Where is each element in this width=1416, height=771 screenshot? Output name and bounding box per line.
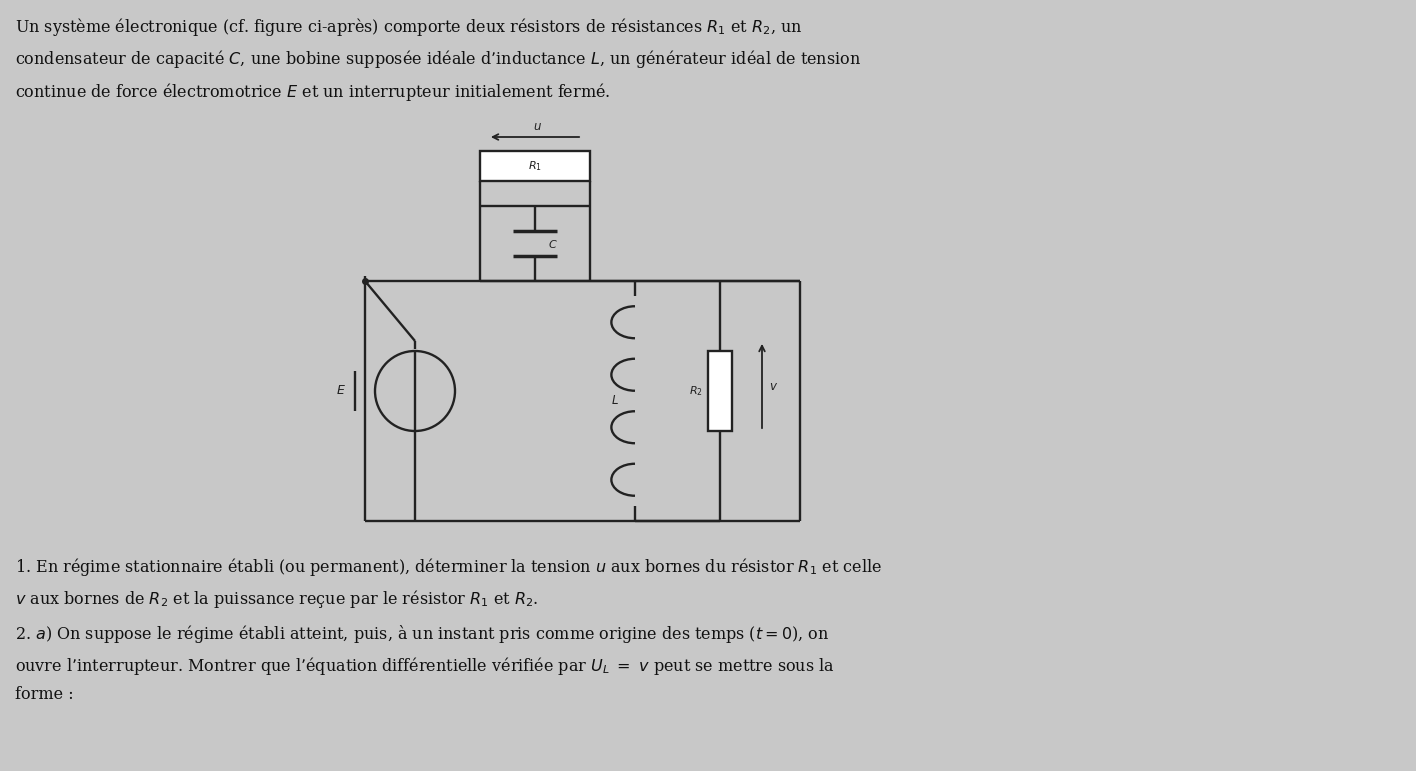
Text: $R_1$: $R_1$ — [528, 159, 542, 173]
Bar — [708, 351, 732, 431]
Text: $v$: $v$ — [769, 379, 779, 392]
Text: $C$: $C$ — [548, 237, 558, 250]
Text: 2. $a$) On suppose le régime établi atteint, puis, à un instant pris comme origi: 2. $a$) On suppose le régime établi atte… — [16, 623, 834, 703]
Text: $u$: $u$ — [532, 120, 541, 133]
Text: $L$: $L$ — [612, 395, 619, 408]
Text: 1. En régime stationnaire établi (ou permanent), déterminer la tension $u$ aux b: 1. En régime stationnaire établi (ou per… — [16, 556, 882, 611]
Text: Un système électronique (cf. figure ci-après) comporte deux résistors de résista: Un système électronique (cf. figure ci-a… — [16, 16, 861, 103]
Text: $E$: $E$ — [336, 385, 346, 398]
Bar — [480, 151, 590, 181]
Text: $R_2$: $R_2$ — [690, 384, 702, 398]
